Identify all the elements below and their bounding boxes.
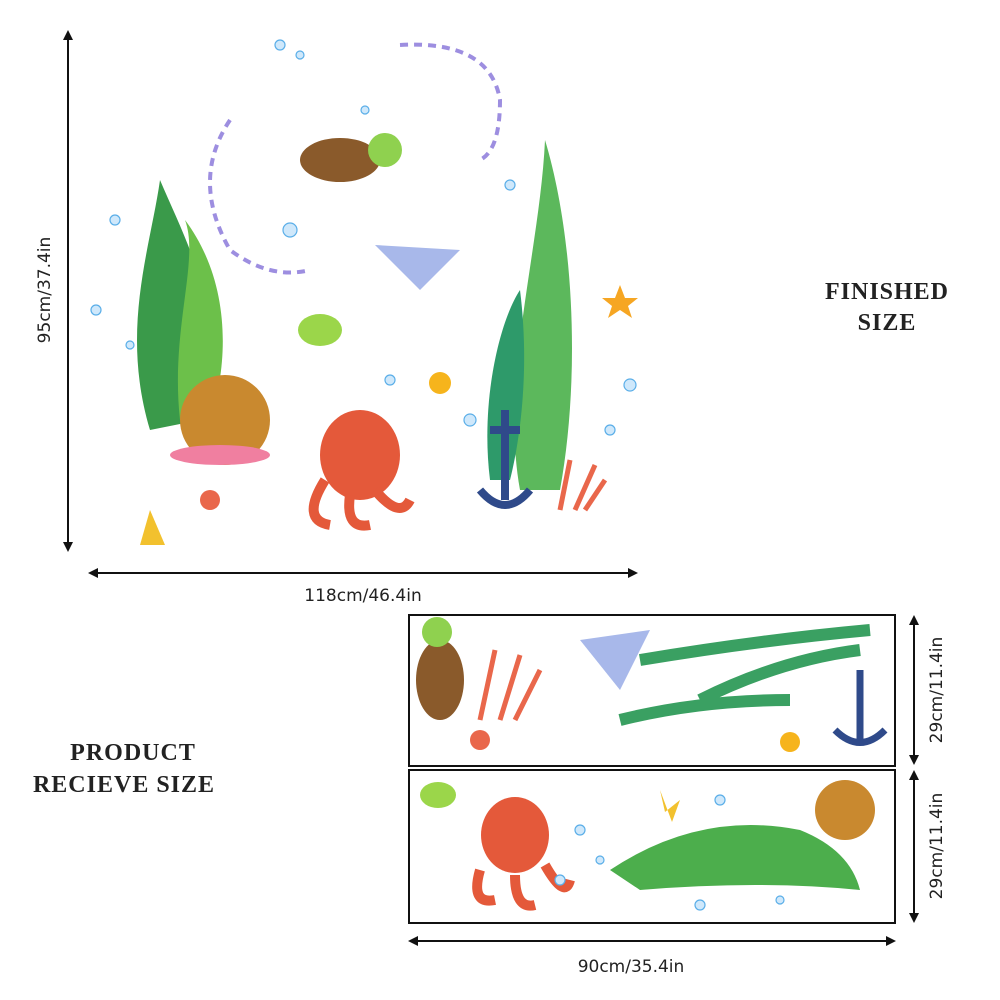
finished-size-label: FINISHED — [825, 279, 949, 305]
finished-illustration — [90, 39, 638, 545]
coral — [557, 459, 608, 512]
sheet-width: 90cm/35.4in — [578, 957, 685, 977]
ray — [375, 245, 460, 290]
octopus — [320, 410, 400, 500]
sheet-2-stickers — [420, 780, 875, 911]
receive-size-label: PRODUCT — [70, 740, 196, 766]
coral — [140, 510, 165, 545]
seaweed — [177, 220, 223, 420]
rock — [170, 445, 270, 465]
bubbles — [90, 39, 637, 436]
sheet-1-stickers — [416, 617, 888, 752]
seaweed — [514, 140, 572, 490]
fish-school — [208, 42, 503, 275]
receive-size-label: RECIEVE SIZE — [33, 772, 215, 798]
turtle-head — [368, 133, 402, 167]
finished-height: 95cm/37.4in — [35, 237, 55, 344]
sheet-1-height: 29cm/11.4in — [927, 637, 947, 744]
turtle — [300, 138, 380, 182]
sheet-2-height: 29cm/11.4in — [927, 793, 947, 900]
fish — [429, 372, 451, 394]
octopus-tentacles — [308, 477, 415, 531]
pufferfish — [298, 314, 342, 346]
starfish — [602, 285, 638, 318]
finished-width: 118cm/46.4in — [304, 586, 421, 606]
diving-helmet — [180, 375, 270, 465]
crab — [200, 490, 220, 510]
finished-size-label: SIZE — [858, 310, 917, 336]
anchor — [476, 410, 534, 509]
